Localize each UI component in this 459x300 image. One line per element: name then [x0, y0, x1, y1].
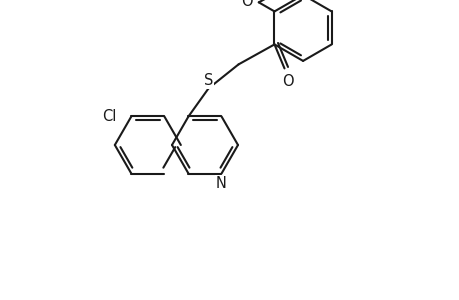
- Text: Cl: Cl: [102, 109, 116, 124]
- Text: O: O: [241, 0, 252, 9]
- Text: N: N: [216, 176, 226, 191]
- Text: O: O: [281, 74, 293, 89]
- Text: S: S: [203, 73, 213, 88]
